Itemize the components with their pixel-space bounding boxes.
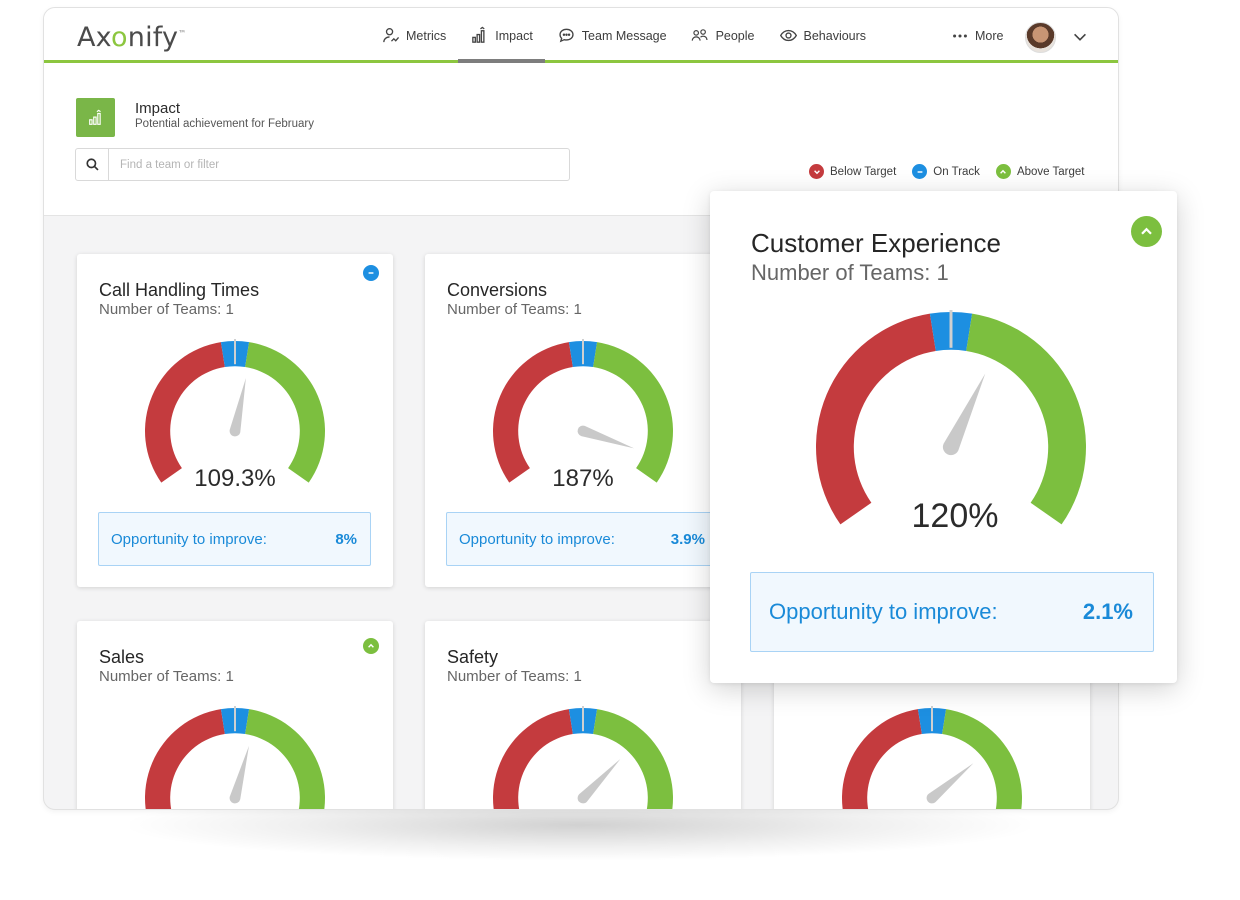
- search-input[interactable]: [120, 155, 550, 175]
- gauge-below-segment: [145, 709, 225, 809]
- gauge-below-segment: [145, 342, 225, 483]
- nav-label: Metrics: [406, 28, 447, 43]
- nav-item-behaviours[interactable]: Behaviours: [767, 8, 879, 63]
- popup-title: Customer Experience: [751, 228, 1001, 258]
- gauge-needle: [577, 758, 621, 804]
- minus-circle-icon: [912, 164, 928, 179]
- page-subtitle: Potential achievement for February: [135, 118, 314, 130]
- card-title: Call Handling Times: [99, 280, 260, 300]
- card-teams-count: Number of Teams: 1: [447, 668, 582, 685]
- opportunity-box: Opportunity to improve: 3.9%: [446, 512, 719, 566]
- popup-gauge-value: 120%: [911, 497, 999, 535]
- search-button[interactable]: [76, 149, 109, 180]
- chevron-up-circle-icon: [995, 164, 1011, 179]
- metric-card-sales[interactable]: Sales Number of Teams: 1: [77, 621, 393, 809]
- bar-chart-icon: [88, 109, 101, 125]
- gauge-needle: [942, 373, 986, 456]
- gauge: [493, 706, 673, 809]
- legend-above-target: Above Target: [995, 164, 1085, 179]
- gauge-above-segment: [942, 709, 1022, 809]
- nav-label: Team Message: [581, 28, 667, 43]
- bar-chart-icon: [472, 26, 485, 43]
- legend-on-track: On Track: [912, 164, 980, 179]
- card-teams-count: Number of Teams: 1: [99, 668, 234, 685]
- nav-item-people[interactable]: People: [679, 8, 767, 63]
- search-box: [75, 148, 570, 181]
- opportunity-value: 8%: [335, 530, 357, 548]
- card-teams-count: Number of Teams: 1: [447, 301, 582, 318]
- page-title: Impact: [135, 100, 181, 117]
- status-on-track-icon: [363, 265, 379, 281]
- opportunity-value: 3.9%: [670, 530, 705, 548]
- legend-label: Below Target: [830, 165, 897, 178]
- gauge: [816, 310, 1086, 525]
- chat-bubble-icon: [559, 28, 574, 43]
- gauge: [145, 339, 325, 483]
- gauge-value: 187%: [552, 465, 614, 492]
- gauge-needle: [229, 745, 249, 804]
- nav-item-team-message[interactable]: Team Message: [545, 8, 679, 63]
- page-header: Impact Potential achievement for Februar…: [44, 63, 1118, 216]
- gauge-above-segment: [966, 313, 1086, 525]
- opportunity-box: Opportunity to improve: 2.1%: [750, 572, 1154, 652]
- more-dots-icon: [953, 33, 967, 38]
- metrics-person-icon: [383, 27, 400, 43]
- metric-card-safety[interactable]: Safety Number of Teams: 1: [425, 621, 741, 809]
- gauge: [493, 339, 673, 483]
- search-icon: [85, 158, 99, 171]
- metric-card-call-handling-times[interactable]: Call Handling Times Number of Teams: 1 1…: [77, 254, 393, 587]
- status-above-target-icon: [1131, 216, 1162, 247]
- user-avatar[interactable]: [1025, 22, 1056, 53]
- opportunity-label: Opportunity to improve:: [459, 530, 615, 548]
- nav-item-metrics[interactable]: Metrics: [369, 8, 458, 63]
- card-title: Sales: [99, 647, 145, 667]
- metric-card-customer-experience-expanded[interactable]: Customer Experience Number of Teams: 1 1…: [710, 191, 1177, 683]
- top-navigation: Axonify™ Metrics Impact Team Message Peo…: [44, 8, 1118, 63]
- nav-label: Impact: [495, 28, 533, 43]
- nav-label: Behaviours: [803, 28, 867, 43]
- gauge-below-segment: [493, 342, 573, 483]
- gauge-above-segment: [593, 342, 673, 483]
- eye-icon: [779, 29, 797, 42]
- gauge-below-segment: [816, 313, 936, 525]
- gauge-below-segment: [842, 709, 922, 809]
- nav-item-impact[interactable]: Impact: [458, 8, 545, 63]
- nav-item-more[interactable]: More: [939, 8, 1015, 63]
- axonify-logo[interactable]: Axonify™: [77, 22, 187, 53]
- people-icon: [691, 29, 708, 41]
- opportunity-label: Opportunity to improve:: [111, 530, 267, 548]
- legend-label: On Track: [933, 165, 980, 178]
- card-teams-count: Number of Teams: 1: [99, 301, 234, 318]
- nav-tabs: Metrics Impact Team Message People Behav…: [369, 8, 878, 63]
- nav-label: People: [715, 28, 755, 43]
- chevron-down-circle-icon: [809, 164, 824, 179]
- gauge-below-segment: [493, 709, 573, 809]
- gauge-value: 109.3%: [194, 465, 276, 492]
- gauge-above-segment: [245, 342, 325, 483]
- impact-badge: [76, 98, 115, 137]
- nav-label: More: [975, 28, 1004, 43]
- gauge: [842, 706, 1022, 809]
- opportunity-label: Opportunity to improve:: [769, 599, 998, 624]
- opportunity-value: 2.1%: [1082, 599, 1133, 624]
- status-above-target-icon: [363, 638, 379, 654]
- status-legend: Below Target On Track Above Target: [809, 164, 1085, 179]
- gauge-needle: [926, 763, 974, 804]
- legend-below-target: Below Target: [809, 164, 896, 179]
- popup-teams-count: Number of Teams: 1: [751, 260, 949, 285]
- legend-label: Above Target: [1016, 165, 1085, 178]
- gauge-needle: [229, 378, 246, 437]
- gauge-above-segment: [245, 709, 325, 809]
- gauge: [145, 706, 325, 809]
- gauge-needle: [577, 425, 635, 449]
- metric-card-conversions[interactable]: Conversions Number of Teams: 1 187% Oppo…: [425, 254, 741, 587]
- gauge-above-segment: [593, 709, 673, 809]
- card-title: Safety: [447, 647, 499, 667]
- opportunity-box: Opportunity to improve: 8%: [98, 512, 371, 566]
- card-title: Conversions: [447, 280, 548, 300]
- chevron-down-icon[interactable]: [1071, 28, 1089, 46]
